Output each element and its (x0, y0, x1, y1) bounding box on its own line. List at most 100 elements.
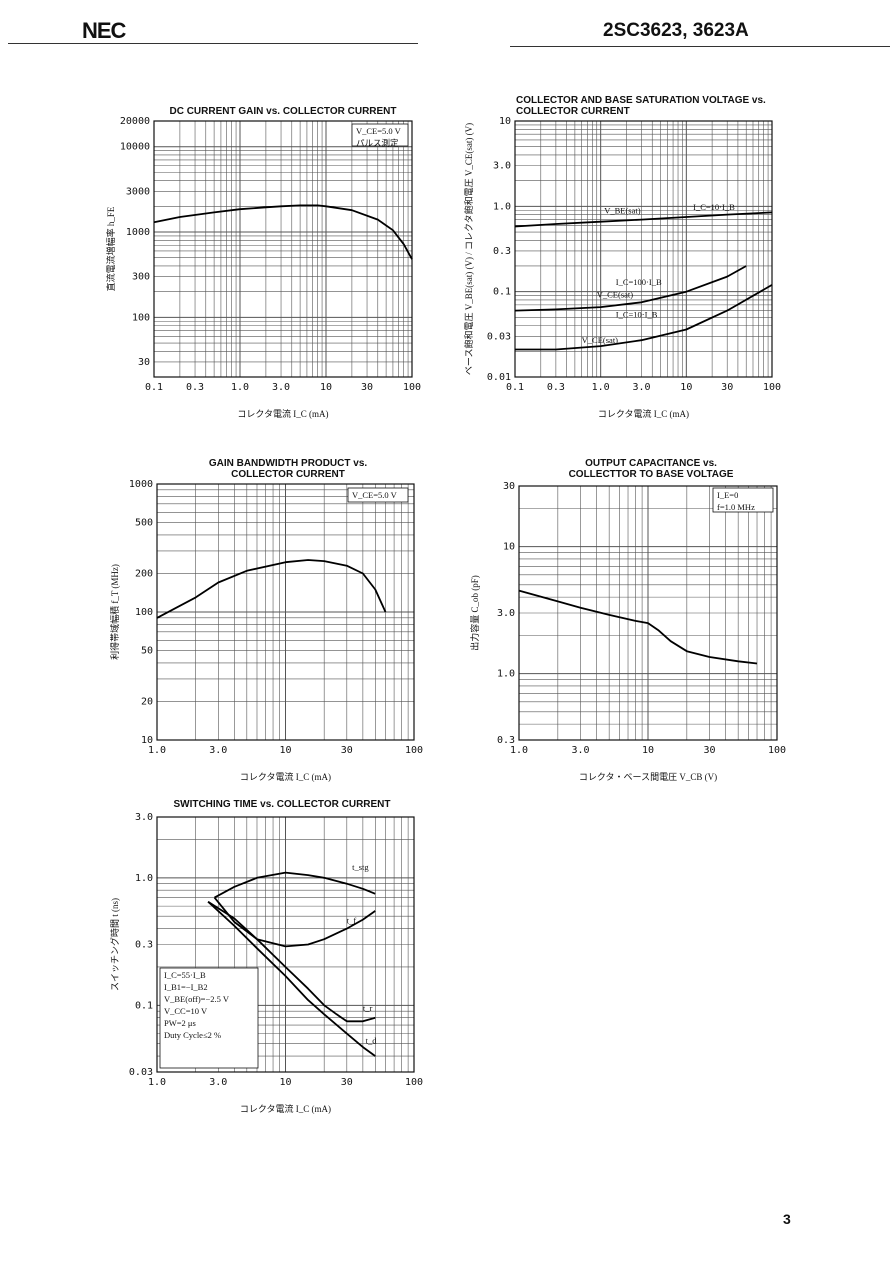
condition-text: I_C=55·I_B (164, 970, 206, 980)
condition-text: パルス測定 (356, 138, 399, 148)
y-tick-label: 100 (135, 607, 153, 618)
x-tick-label: 10 (279, 1077, 291, 1088)
x-tick-label: 3.0 (209, 1077, 227, 1088)
x-tick-label: 100 (403, 382, 421, 393)
condition-text: V_CE=5.0 V (352, 490, 398, 500)
y-axis-label: 出力容量 C_ob (pF) (469, 575, 480, 651)
y-tick-label: 0.1 (135, 1000, 153, 1011)
series-line-2 (207, 900, 376, 1023)
y-tick-label: 0.03 (129, 1067, 153, 1078)
x-tick-label: 3.0 (272, 382, 290, 393)
y-tick-label: 1000 (126, 227, 150, 238)
curve-annotation: t_stg (352, 862, 369, 872)
curve-annotation: I_C=100·I_B (616, 277, 662, 287)
y-tick-label: 10 (141, 735, 153, 746)
y-tick-label: 300 (132, 272, 150, 283)
y-tick-label: 500 (135, 518, 153, 529)
y-tick-label: 0.3 (135, 940, 153, 951)
y-tick-label: 3000 (126, 186, 150, 197)
x-tick-label: 10 (320, 382, 332, 393)
x-tick-label: 10 (279, 745, 291, 756)
y-tick-label: 0.03 (487, 331, 511, 342)
curve-annotation: V_CE(sat) (582, 335, 619, 345)
chart-title: COLLECTOR CURRENT (516, 106, 630, 117)
plot-frame (153, 120, 413, 378)
series-line-0 (518, 589, 758, 665)
x-tick-label: 100 (763, 382, 781, 393)
curve-annotation: t_d (366, 1036, 378, 1046)
x-tick-label: 3.0 (209, 745, 227, 756)
x-tick-label: 1.0 (510, 745, 528, 756)
chart-title: COLLECTOR AND BASE SATURATION VOLTAGE vs… (516, 95, 766, 106)
x-tick-label: 30 (721, 382, 733, 393)
chart-title: COLLECTTOR TO BASE VOLTAGE (569, 469, 734, 480)
page-number: 3 (783, 1211, 791, 1227)
series-line-2 (515, 284, 773, 351)
part-number: 2SC3623, 3623A (603, 20, 749, 41)
y-axis-label: 直流電流増幅率 h_FE (105, 206, 116, 291)
y-tick-label: 50 (141, 646, 153, 657)
curve-annotation: t_r (363, 1003, 373, 1013)
x-axis-label: コレクタ・ベース間電圧 V_CB (V) (579, 772, 717, 782)
condition-text: V_CE=5.0 V (356, 126, 402, 136)
condition-text: V_BE(off)=−2.5 V (164, 994, 230, 1004)
header-rule-left (8, 43, 418, 44)
y-tick-label: 0.3 (493, 246, 511, 257)
x-tick-label: 30 (361, 382, 373, 393)
y-tick-label: 0.3 (497, 735, 515, 746)
x-tick-label: 3.0 (633, 382, 651, 393)
plot-frame (518, 485, 778, 741)
x-axis-label: コレクタ電流 I_C (mA) (240, 1103, 331, 1114)
y-tick-label: 3.0 (497, 608, 515, 619)
curve-annotation: I_C=10·I_B (693, 202, 735, 212)
x-tick-label: 1.0 (231, 382, 249, 393)
series-line-3 (207, 901, 376, 1057)
x-tick-label: 30 (341, 1077, 353, 1088)
series-line-0 (156, 559, 387, 619)
x-tick-label: 30 (341, 745, 353, 756)
x-tick-label: 100 (768, 745, 786, 756)
curve-annotation: I_C=10·I_B (616, 309, 658, 319)
series-line-0 (514, 211, 773, 228)
condition-text: PW=2 μs (164, 1018, 196, 1028)
x-axis-label: コレクタ電流 I_C (mA) (598, 408, 689, 419)
x-tick-label: 100 (405, 745, 423, 756)
y-axis-label: 利得帯域幅積 f_T (MHz) (109, 564, 120, 660)
x-axis-label: コレクタ電流 I_C (mA) (240, 771, 331, 782)
y-tick-label: 10 (503, 542, 515, 553)
grid (157, 817, 414, 1072)
x-tick-label: 3.0 (572, 745, 590, 756)
y-tick-label: 20 (141, 696, 153, 707)
y-tick-label: 0.01 (487, 372, 511, 383)
x-tick-label: 0.1 (506, 382, 524, 393)
x-tick-label: 100 (405, 1077, 423, 1088)
header-rule-right (510, 46, 890, 47)
conditions-box (159, 967, 259, 1069)
curve-annotation: t_f (347, 915, 357, 925)
y-tick-label: 1.0 (493, 201, 511, 212)
curve-annotation: V_BE(sat) (604, 206, 641, 216)
condition-text: Duty Cycle≤2 % (164, 1030, 221, 1040)
y-tick-label: 3.0 (493, 161, 511, 172)
x-tick-label: 1.0 (148, 745, 166, 756)
grid (154, 121, 412, 377)
y-tick-label: 30 (138, 357, 150, 368)
y-axis-label: ベース飽和電圧 V_BE(sat) (V) / コレクタ飽和電圧 V_CE(sa… (463, 123, 474, 375)
chart-title: SWITCHING TIME vs. COLLECTOR CURRENT (173, 799, 390, 810)
condition-text: I_E=0 (717, 490, 738, 500)
y-axis-label: スイッチング時間 t (ns) (109, 898, 120, 991)
x-axis-label: コレクタ電流 I_C (mA) (237, 408, 328, 419)
x-tick-label: 1.0 (592, 382, 610, 393)
x-tick-label: 0.1 (145, 382, 163, 393)
grid (515, 121, 772, 377)
y-tick-label: 200 (135, 568, 153, 579)
condition-text: f=1.0 MHz (717, 502, 755, 512)
chart-title: OUTPUT CAPACITANCE vs. (585, 458, 717, 469)
grid (157, 484, 414, 740)
chart-title: DC CURRENT GAIN vs. COLLECTOR CURRENT (169, 106, 396, 117)
series-line-0 (214, 871, 376, 899)
